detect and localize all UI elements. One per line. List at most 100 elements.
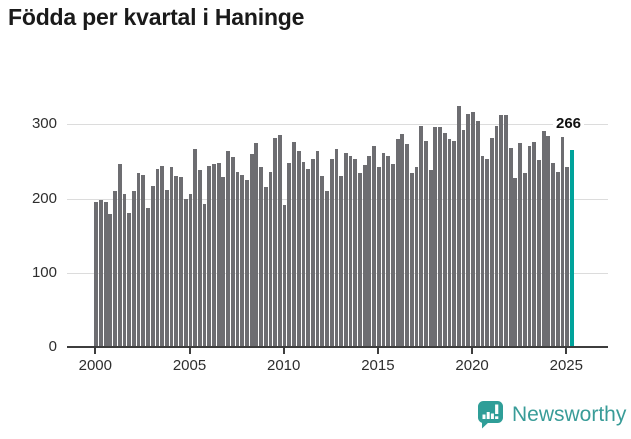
- bar: [113, 191, 117, 347]
- x-axis-tick-mark: [565, 348, 568, 354]
- bar: [325, 191, 329, 347]
- highlight-value-label: 266: [553, 115, 585, 132]
- bar: [391, 163, 395, 347]
- bar: [367, 156, 372, 347]
- bar: [150, 185, 155, 347]
- bar: [240, 174, 245, 347]
- bar: [395, 139, 400, 347]
- bar: [466, 114, 471, 347]
- x-axis-tick-mark: [94, 348, 97, 354]
- bar: [235, 171, 240, 347]
- bar: [461, 130, 466, 347]
- bar: [546, 135, 551, 347]
- bar: [522, 173, 527, 347]
- bar: [212, 163, 216, 347]
- bar: [409, 172, 414, 347]
- bar: [494, 125, 499, 347]
- bar: [433, 127, 438, 347]
- bar: [310, 158, 315, 347]
- bar: [537, 160, 541, 347]
- bar: [174, 176, 179, 347]
- x-axis-tick-label: 2000: [78, 357, 112, 374]
- bar: [362, 165, 367, 347]
- bar: [358, 172, 362, 347]
- bar: [339, 176, 344, 347]
- bar: [527, 145, 532, 347]
- bar: [414, 167, 419, 347]
- bar: [343, 153, 348, 347]
- bar: [489, 137, 494, 347]
- bar: [372, 145, 376, 347]
- bar: [136, 173, 141, 347]
- bar: [94, 201, 99, 347]
- x-axis-tick-mark: [471, 348, 474, 354]
- bar: [221, 177, 226, 347]
- x-axis-tick-label: 2025: [549, 357, 583, 374]
- bar: [259, 167, 263, 347]
- bar: [277, 134, 282, 347]
- bar: [306, 168, 311, 347]
- bar: [183, 199, 188, 347]
- bar: [216, 162, 221, 347]
- bar: [329, 159, 334, 347]
- bar: [169, 167, 174, 347]
- x-axis-tick-label: 2020: [455, 357, 489, 374]
- bar: [518, 142, 522, 347]
- bar: [504, 115, 508, 347]
- bar: [424, 140, 428, 347]
- x-axis-line: [67, 346, 608, 348]
- bar: [428, 169, 433, 347]
- bar: [386, 156, 391, 347]
- bar: [381, 153, 386, 347]
- bar: [155, 168, 160, 347]
- bar: [202, 203, 207, 347]
- bar: [287, 162, 292, 347]
- bar: [254, 142, 259, 347]
- bar: [438, 126, 442, 347]
- bar: [226, 151, 230, 347]
- bar: [442, 132, 447, 347]
- newsworthy-speech-bubble-chart-icon: [478, 401, 503, 429]
- bar: [532, 142, 537, 347]
- bar: [485, 158, 490, 347]
- bar: [282, 204, 287, 347]
- bar: [551, 162, 555, 347]
- bar: [555, 171, 560, 347]
- bar: [513, 177, 518, 347]
- bar: [188, 194, 193, 347]
- bar: [99, 200, 103, 347]
- bar: [480, 156, 485, 347]
- x-axis-tick-label: 2005: [172, 357, 207, 374]
- y-axis-tick-label: 200: [31, 189, 57, 207]
- bar: [273, 138, 278, 347]
- bar: [320, 176, 325, 347]
- bar: [127, 212, 132, 347]
- x-axis-tick-mark: [188, 348, 191, 354]
- bar: [268, 171, 273, 347]
- bar: [475, 120, 480, 347]
- bar: [245, 180, 249, 347]
- x-axis-tick-mark: [376, 348, 379, 354]
- bar: [499, 115, 504, 347]
- bar: [456, 105, 461, 347]
- bar: [249, 154, 254, 347]
- bar: [292, 142, 296, 347]
- bar: [452, 140, 457, 347]
- highlighted-latest-bar: [570, 149, 574, 347]
- chart-title: Födda per kvartal i Haninge: [8, 4, 305, 30]
- bar: [471, 111, 475, 347]
- x-axis-tick-label: 2010: [267, 357, 301, 374]
- bar: [315, 151, 320, 347]
- bar: [230, 157, 235, 347]
- bar: [508, 148, 513, 347]
- gridline: [67, 124, 608, 126]
- bar: [193, 148, 197, 347]
- bar: [131, 191, 136, 347]
- bar: [334, 148, 339, 347]
- bar: [296, 151, 301, 347]
- x-axis-tick-mark: [282, 348, 285, 354]
- bar: [405, 144, 409, 347]
- bar: [560, 137, 565, 347]
